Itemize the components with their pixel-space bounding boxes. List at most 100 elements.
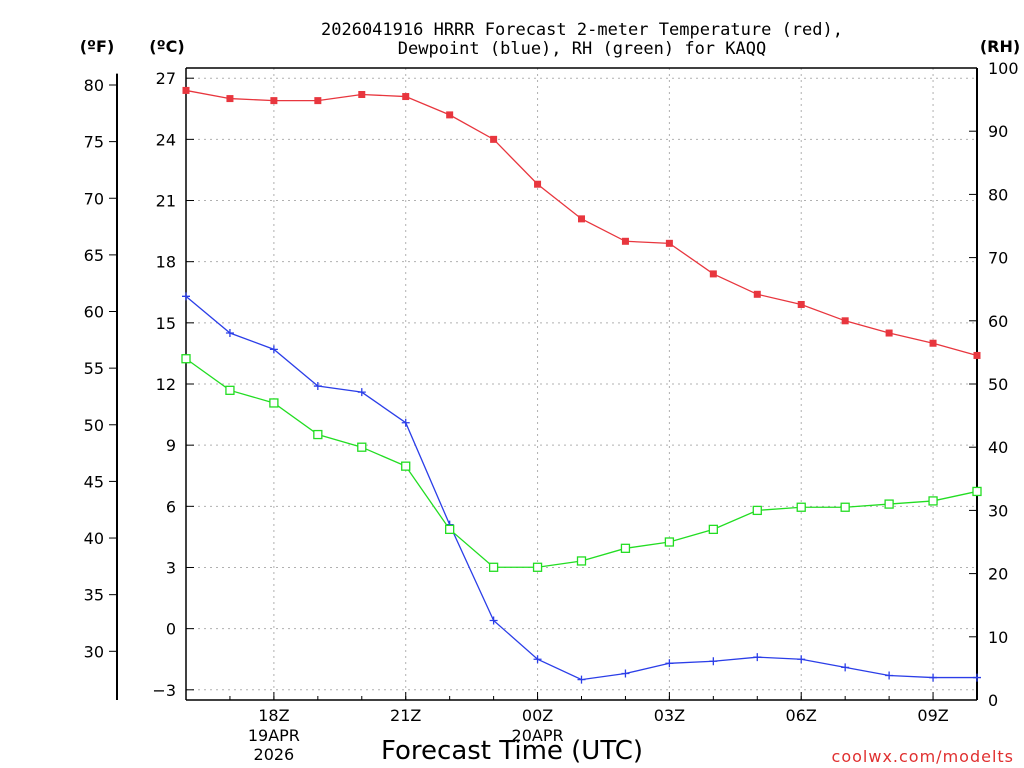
rh-point [401,461,411,471]
fahrenheit-tick-label: 60 [84,303,104,322]
celsius-tick-label: 21 [156,192,176,211]
chart-title-line1: 2026041916 HRRR Forecast 2-meter Tempera… [321,20,843,40]
celsius-tick-label: 12 [156,375,176,394]
temperature-line [185,89,978,357]
rh-point [313,429,323,440]
fahrenheit-tick-label: 55 [84,359,104,378]
x-tick-label: 03Z [654,706,685,725]
x-tick-label: 18Z [258,706,289,725]
rh-point [752,505,762,516]
rh-point [664,537,675,547]
rh-point [884,499,894,509]
rh-tick-label: 60 [988,312,1008,331]
dewpoint-point [182,292,190,301]
dewpoint-point [357,388,366,397]
rh-point [357,442,367,452]
rh-point [445,524,455,535]
dewpoint-point [929,673,938,682]
dewpoint-point [709,657,718,666]
celsius-tick-label: 0 [166,620,176,639]
fahrenheit-tick-label: 70 [84,189,104,208]
rh-tick-label: 90 [988,122,1008,141]
celsius-tick-label: 15 [156,314,176,333]
x-year-label: 2026 [254,745,295,764]
rh-unit-label: (RH) [980,37,1020,56]
gridlines [186,68,977,700]
rh-point [181,354,191,364]
temperature-point [358,91,366,99]
celsius-tick-label: 9 [166,436,176,455]
dewpoint-point [489,616,498,625]
data-series [181,86,982,684]
dewpoint-point [973,673,981,682]
x-axis-label: Forecast Time (UTC) [381,736,643,766]
celsius-unit-label: (ºC) [149,37,184,56]
rh-point [620,543,631,553]
temperature-point [621,237,629,245]
rh-point [225,385,235,395]
fahrenheit-tick-label: 75 [84,133,104,152]
dewpoint-point [533,655,542,664]
fahrenheit-unit-label: (ºF) [80,37,115,56]
rh-point [796,502,806,512]
axes [109,67,978,701]
dewpoint-point [621,669,630,678]
fahrenheit-tick-label: 65 [84,246,104,265]
fahrenheit-tick-label: 50 [84,416,104,435]
source-credit: coolwx.com/modelts [832,747,1014,766]
rh-tick-label: 0 [988,691,998,710]
rh-tick-label: 20 [988,565,1008,584]
celsius-tick-label: 18 [156,253,176,272]
dewpoint-point [269,345,278,354]
temperature-point [973,351,981,359]
rh-line [185,358,978,568]
temperature-point [665,239,673,247]
rh-point [840,502,850,512]
rh-point [269,398,279,408]
dewpoint-point [885,671,894,680]
x-date-label: 19APR [248,726,300,745]
dewpoint-point [841,663,850,672]
dewpoint-point [313,382,322,391]
celsius-tick-label: 24 [156,130,176,149]
fahrenheit-tick-label: 30 [84,642,104,661]
rh-point [488,562,499,572]
temperature-point [314,97,322,105]
temperature-point [885,329,893,337]
dewpoint-point [577,675,586,684]
x-tick-label: 09Z [917,706,948,725]
fahrenheit-tick-label: 40 [84,529,104,548]
rh-tick-label: 10 [988,628,1008,647]
dewpoint-point [665,659,674,668]
fahrenheit-tick-label: 80 [84,76,104,95]
rh-point [928,496,938,506]
x-tick-label: 21Z [390,706,421,725]
dewpoint-point [225,329,234,338]
fahrenheit-tick-label: 35 [84,586,104,605]
celsius-tick-label: 6 [166,497,176,516]
dewpoint-point [753,653,762,662]
celsius-tick-label: 27 [156,69,176,88]
temperature-point [270,97,278,105]
x-date-label: 20APR [512,726,564,745]
dewpoint-point [797,655,806,664]
temperature-point [753,290,761,298]
temperature-point [797,300,805,308]
temperature-point [578,215,585,223]
fahrenheit-tick-label: 45 [84,472,104,491]
temperature-point [490,135,498,143]
temperature-point [446,111,454,119]
celsius-tick-label: −3 [152,681,176,700]
temperature-point [709,270,717,278]
temperature-point [182,86,190,94]
celsius-tick-label: 3 [166,558,176,577]
dewpoint-point [401,418,410,427]
chart-title-line2: Dewpoint (blue), RH (green) for KAQQ [398,39,766,59]
rh-tick-label: 100 [988,59,1019,78]
temperature-point [534,180,542,188]
rh-point [532,562,543,572]
rh-point [972,486,982,497]
rh-tick-label: 40 [988,438,1008,457]
dewpoint-line [185,295,977,681]
